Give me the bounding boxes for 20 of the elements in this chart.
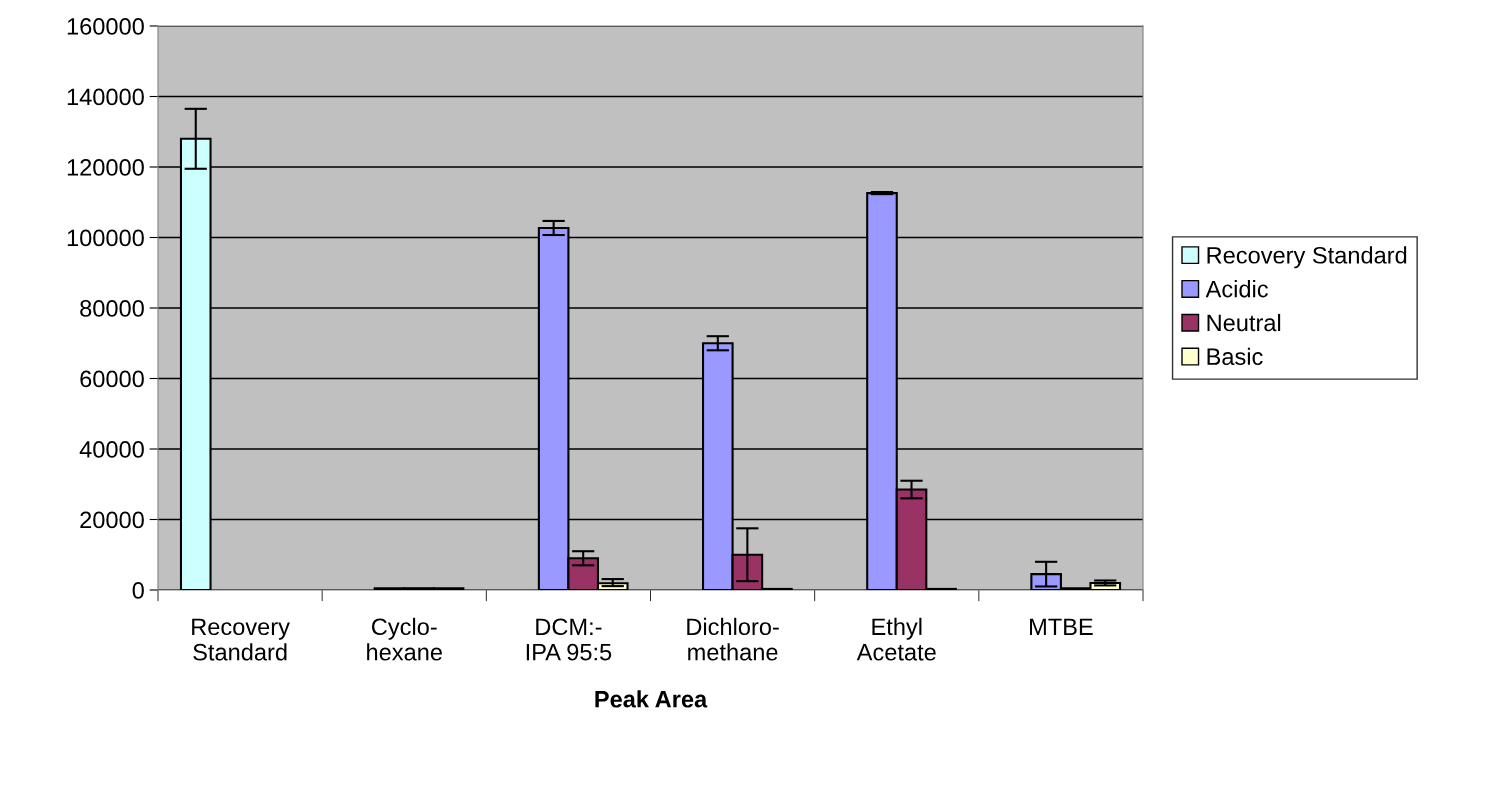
y-tick-label: 160000 — [67, 18, 144, 35]
x-tick-label: Recovery Standard — [192, 618, 290, 661]
legend-label: Acidic — [1205, 280, 1268, 298]
x-tick-label: Cyclo- hexane — [367, 617, 442, 661]
x-tick-label: MTBE — [1030, 618, 1093, 635]
y-tick-label: 60000 — [80, 370, 144, 388]
y-tick-label: 0 — [132, 582, 144, 599]
x-axis-title: Peak Area — [595, 690, 708, 708]
y-tick-label: 80000 — [80, 300, 144, 317]
legend-label: Basic — [1207, 347, 1263, 366]
legend-label: Recovery Standard — [1207, 246, 1407, 269]
x-tick-label: Dichloro- methane — [687, 617, 779, 661]
y-tick-label: 120000 — [67, 159, 144, 176]
legend-label: Neutral — [1207, 313, 1281, 332]
y-tick-label: 100000 — [67, 229, 144, 247]
x-tick-label: DCM:- IPA 95:5 — [526, 618, 612, 661]
x-tick-label: Ethyl Acetate — [856, 617, 936, 661]
y-tick-label: 40000 — [79, 441, 144, 458]
y-tick-label: 140000 — [67, 88, 144, 106]
y-tick-label: 20000 — [80, 511, 144, 529]
